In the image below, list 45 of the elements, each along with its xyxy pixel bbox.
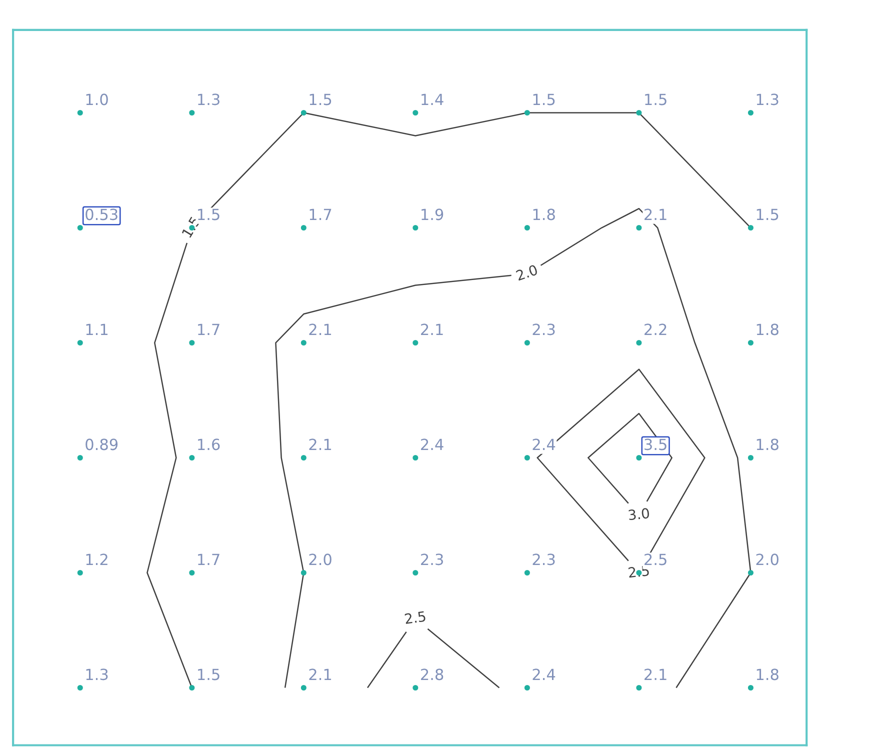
data-label: 3.5 <box>644 438 666 450</box>
data-label: 2.3 <box>532 554 555 566</box>
data-label: 1.6 <box>198 438 220 450</box>
data-label: 1.7 <box>310 208 332 220</box>
data-label: 1.5 <box>756 208 778 220</box>
data-label: 2.4 <box>421 438 444 450</box>
data-label: 1.3 <box>756 94 778 106</box>
data-label: 1.7 <box>198 324 220 335</box>
data-label: 2.1 <box>644 668 666 680</box>
data-label: 1.8 <box>756 668 778 680</box>
annotation: 2.0 <box>516 264 538 281</box>
data-label: 2.1 <box>644 208 666 220</box>
data-label: 1.0 <box>86 94 108 106</box>
data-label: 1.5 <box>310 94 332 106</box>
data-label: 1.8 <box>533 208 555 220</box>
data-label: 1.7 <box>198 554 220 565</box>
data-label: 1.3 <box>86 668 108 680</box>
data-label: 1.4 <box>422 94 444 105</box>
data-label: 2.0 <box>756 554 778 566</box>
data-label: 2.4 <box>532 438 556 450</box>
data-label: 1.2 <box>86 554 108 565</box>
data-label: 2.1 <box>309 438 332 450</box>
data-label: 1.3 <box>198 94 220 106</box>
data-label: 1.9 <box>422 208 444 220</box>
data-label: 2.1 <box>309 668 332 680</box>
text: 2.5 <box>644 554 666 566</box>
data-label: 2.4 <box>532 668 556 680</box>
data-label: 1.8 <box>756 438 778 450</box>
data-label: 1.5 <box>645 94 666 106</box>
annotation: 2.5 <box>404 610 426 624</box>
data-label: 1.8 <box>756 324 778 336</box>
data-label: 2.0 <box>309 554 332 566</box>
data-label: 2.3 <box>532 324 555 336</box>
data-label: 0.53 <box>86 208 118 220</box>
data-label: 2.3 <box>421 554 443 566</box>
data-label: 1.5 <box>198 668 220 680</box>
data-label: 2.8 <box>421 668 444 680</box>
data-label: 1.5 <box>533 94 555 106</box>
data-label: 2.2 <box>644 324 666 335</box>
annotation: 3.0 <box>628 508 650 520</box>
annotation: 1.5 <box>198 208 220 220</box>
data-label: 0.89 <box>86 438 118 450</box>
data-label: 2.1 <box>421 324 443 335</box>
data-label: 2.1 <box>309 324 332 335</box>
data-label: 1.1 <box>86 324 108 335</box>
